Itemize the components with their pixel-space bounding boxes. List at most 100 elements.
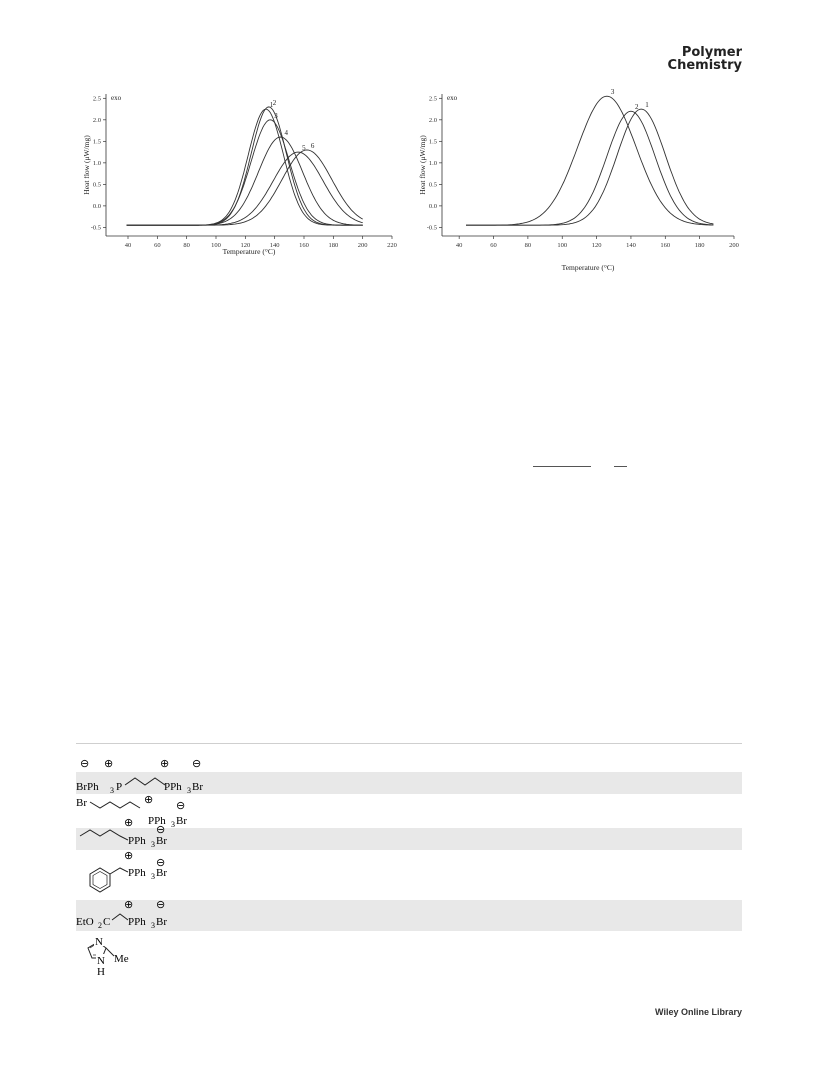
- svg-text:H: H: [97, 966, 105, 978]
- series-label: 2: [273, 99, 277, 107]
- svg-text:Me: Me: [114, 953, 129, 965]
- x-tick-label: 100: [211, 242, 221, 249]
- table-row: ⊖ ⊕ BrPh 3 P ⊕ ⊖ PPh 3 Br: [76, 758, 742, 795]
- svg-text:⊖: ⊖: [156, 824, 165, 836]
- svg-text:2: 2: [98, 921, 102, 930]
- y-tick-label: 1.5: [93, 138, 101, 145]
- x-tick-label: 40: [125, 242, 132, 249]
- svg-text:⊖: ⊖: [192, 758, 201, 770]
- exo-label: exo: [111, 94, 122, 102]
- series-label: 2: [635, 103, 639, 111]
- structure-butyl-phosphonium: ⊕ ⊖ PPh 3 Br: [79, 817, 167, 849]
- series-line: [126, 119, 363, 226]
- series-line: [466, 110, 714, 226]
- svg-text:PPh: PPh: [148, 815, 166, 827]
- x-tick-label: 40: [456, 242, 463, 249]
- svg-text:Br: Br: [156, 835, 167, 847]
- svg-text:Br: Br: [76, 797, 87, 809]
- svg-text:⊕: ⊕: [124, 899, 133, 911]
- y-tick-label: 0.5: [429, 181, 437, 188]
- table-row: EtO 2 C ⊕ ⊖ PPh 3 Br: [76, 899, 742, 931]
- x-tick-label: 160: [299, 242, 309, 249]
- y-tick-label: -0.5: [91, 224, 101, 231]
- svg-text:⊖: ⊖: [156, 857, 165, 869]
- table-row: Br ⊕ ⊖ PPh 3 Br: [76, 794, 742, 829]
- svg-text:⊕: ⊕: [144, 794, 153, 806]
- series-label: 4: [285, 129, 289, 137]
- x-tick-label: 120: [592, 242, 602, 249]
- svg-text:3: 3: [110, 786, 114, 795]
- svg-text:N: N: [97, 955, 105, 967]
- x-tick-label: 100: [557, 242, 567, 249]
- journal-name: Polymer Chemistry: [668, 46, 742, 72]
- svg-text:⊕: ⊕: [124, 850, 133, 862]
- series-label: 3: [274, 112, 278, 120]
- y-axis-label: Heat flow (μW/mg): [418, 135, 427, 195]
- y-axis-label: Heat flow (μW/mg): [84, 135, 91, 195]
- x-tick-label: 140: [270, 242, 280, 249]
- svg-text:Br: Br: [176, 815, 187, 827]
- text-line-mark: [614, 466, 627, 467]
- x-tick-label: 120: [240, 242, 250, 249]
- x-tick-label: 180: [328, 242, 338, 249]
- series-line: [126, 106, 363, 226]
- svg-text:3: 3: [151, 921, 155, 930]
- exo-label: exo: [447, 94, 458, 102]
- svg-text:⊖: ⊖: [80, 758, 89, 770]
- x-tick-label: 200: [358, 242, 368, 249]
- y-tick-label: 0.0: [93, 203, 101, 210]
- y-tick-label: -0.5: [427, 224, 437, 231]
- svg-text:EtO: EtO: [76, 916, 94, 928]
- series-label: 1: [645, 101, 649, 109]
- svg-text:Br: Br: [156, 867, 167, 879]
- table-row: ⊕ ⊖ PPh 3 Br: [76, 850, 742, 898]
- footer-wiley-online-library: Wiley Online Library: [655, 1007, 742, 1017]
- series-line: [126, 108, 363, 226]
- journal-name-line1: Polymer: [681, 45, 742, 60]
- series-label: 6: [311, 142, 315, 150]
- y-tick-label: 1.5: [429, 138, 437, 145]
- svg-text:⊕: ⊕: [104, 758, 113, 770]
- y-tick-label: 1.0: [93, 160, 101, 167]
- y-tick-label: 2.0: [93, 117, 101, 124]
- structure-benzyl-phosphonium: ⊕ ⊖ PPh 3 Br: [89, 850, 167, 893]
- x-tick-label: 180: [695, 242, 705, 249]
- svg-text:PPh: PPh: [128, 916, 146, 928]
- x-tick-label: 220: [387, 242, 397, 249]
- y-tick-label: 2.5: [93, 95, 101, 102]
- x-tick-label: 80: [183, 242, 190, 249]
- svg-text:C: C: [103, 916, 110, 928]
- x-axis-label: Temperature (°C): [223, 247, 276, 256]
- dsc-chart-left: 40 60 80 100 120 140 160 180 200 220 -0.5 0.0 0.5 1.0…: [84, 94, 397, 256]
- x-tick-label: 140: [626, 242, 636, 249]
- series-line: [126, 149, 363, 226]
- series-label: 5: [302, 144, 306, 152]
- svg-text:⊖: ⊖: [176, 800, 185, 812]
- x-tick-label: 60: [490, 242, 497, 249]
- svg-text:Br: Br: [192, 781, 203, 793]
- x-tick-label: 60: [154, 242, 161, 249]
- structure-bis-phosphonium: ⊖ ⊕ BrPh 3 P ⊕ ⊖ PPh 3 Br: [76, 758, 203, 795]
- journal-name-line2: Chemistry: [667, 58, 742, 73]
- series-label: 3: [611, 88, 615, 96]
- table-row: N N H Me: [76, 934, 742, 978]
- svg-text:Br: Br: [156, 916, 167, 928]
- table-top-rule: [76, 743, 742, 744]
- svg-text:3: 3: [151, 840, 155, 849]
- series-line: [126, 136, 363, 226]
- y-tick-label: 1.0: [429, 160, 437, 167]
- x-tick-label: 200: [729, 242, 739, 249]
- y-tick-label: 0.0: [429, 203, 437, 210]
- svg-text:PPh: PPh: [128, 867, 146, 879]
- y-tick-label: 2.5: [429, 95, 437, 102]
- series-line: [466, 108, 714, 226]
- y-tick-label: 0.5: [93, 181, 101, 188]
- svg-text:⊕: ⊕: [124, 817, 133, 829]
- series-line: [466, 95, 714, 226]
- structure-bromobutyl-phosphonium: Br ⊕ ⊖ PPh 3 Br: [76, 794, 187, 829]
- svg-text:⊕: ⊕: [160, 758, 169, 770]
- x-tick-label: 80: [525, 242, 532, 249]
- svg-text:P: P: [116, 781, 122, 793]
- x-tick-label: 160: [660, 242, 670, 249]
- svg-text:3: 3: [171, 820, 175, 829]
